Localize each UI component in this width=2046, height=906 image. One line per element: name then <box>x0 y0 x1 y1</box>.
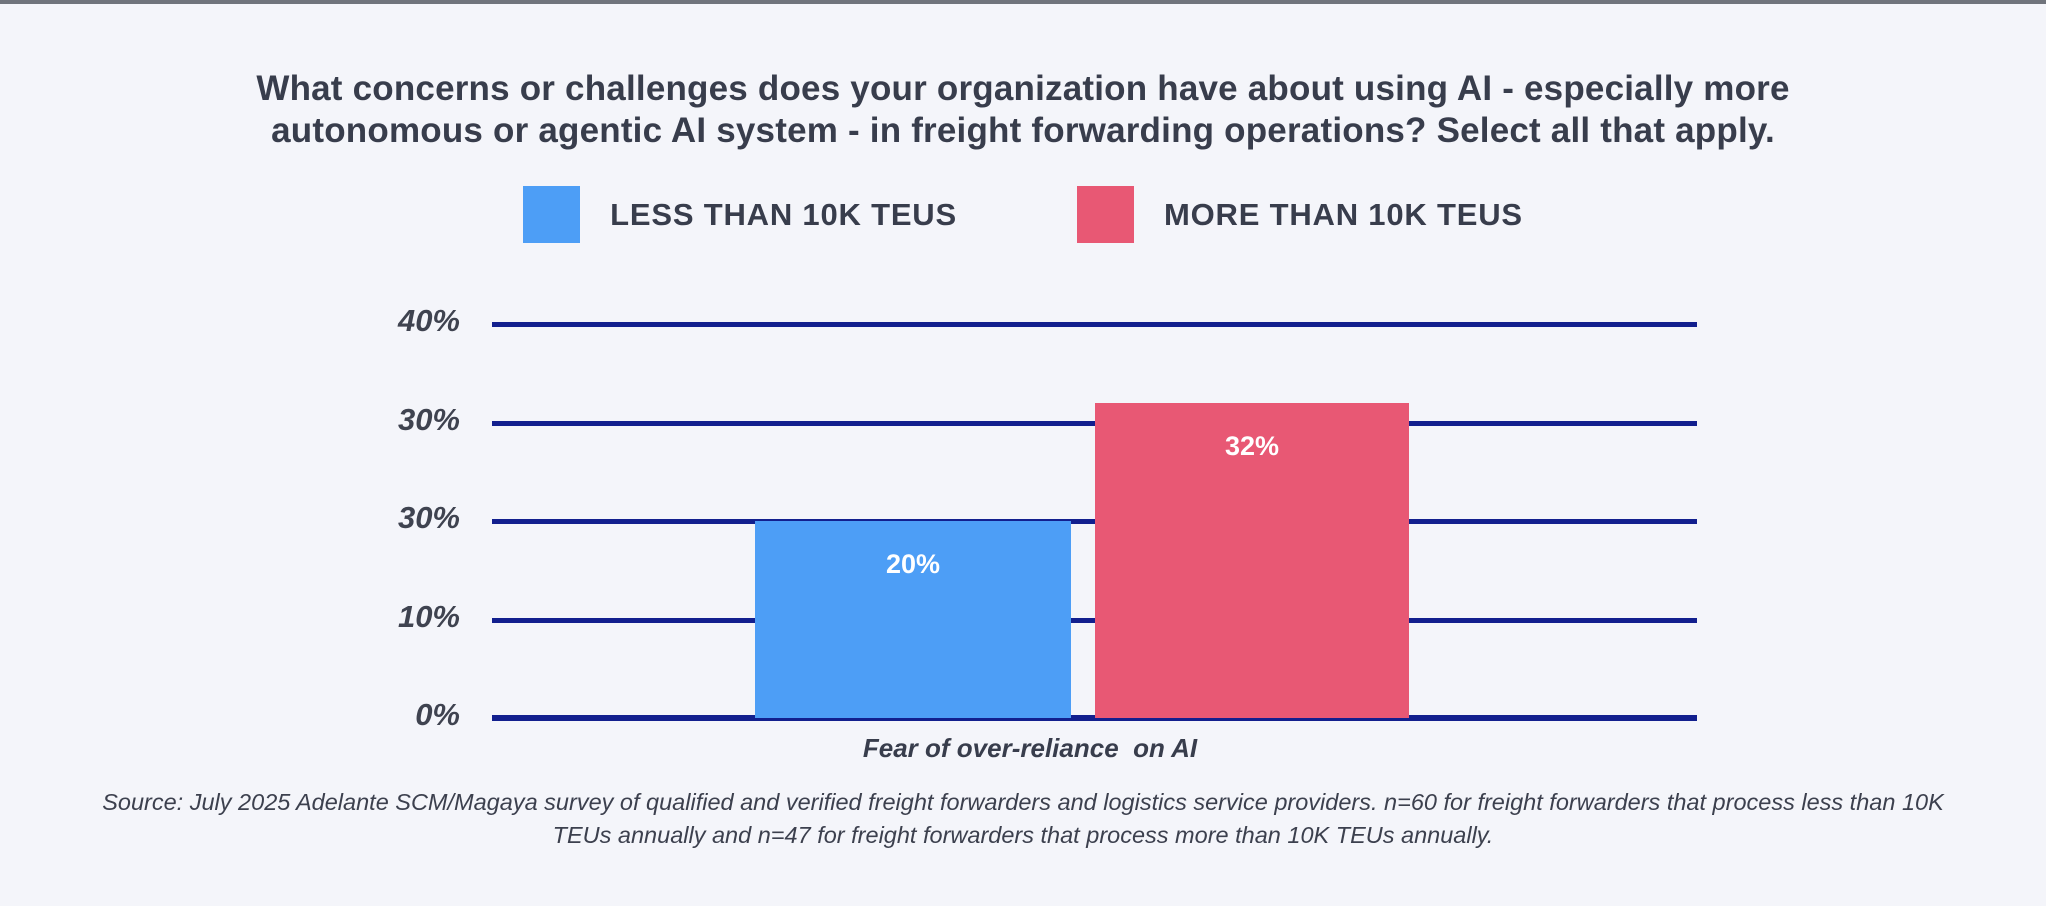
bar-value-label: 32% <box>1224 431 1280 461</box>
legend-item-more-than-10k: MORE THAN 10K TEUS <box>1076 186 1523 243</box>
legend-swatch-pink <box>1076 186 1134 243</box>
x-axis-line <box>492 715 1697 721</box>
top-border-strip <box>0 0 2046 4</box>
x-axis-label: Fear of over-reliance on AI <box>862 733 1198 763</box>
y-tick-label-1: 30% <box>397 401 460 437</box>
y-tick-label-2: 30% <box>397 500 460 535</box>
chart-legend: LESS THAN 10K TEUS MORE THAN 10K TEUS <box>0 186 2046 243</box>
y-tick-label-0: 40% <box>397 303 460 338</box>
gridline <box>492 519 1697 524</box>
y-tick-label-3: 10% <box>397 598 460 634</box>
bar-less-than-10k: 20% <box>755 521 1071 718</box>
source-note-line-1: Source: July 2025 Adelante SCM/Magaya su… <box>102 789 1944 815</box>
y-tick-label-4: 0% <box>415 697 460 732</box>
gridline <box>492 420 1697 426</box>
plot-area: 40% 30% 30% 10% 0% 20% 32% <box>398 300 1697 732</box>
source-note-line-2: TEUs annually and n=47 for freight forwa… <box>552 822 1494 848</box>
source-note: Source: July 2025 Adelante SCM/Magaya su… <box>0 786 2046 852</box>
legend-item-less-than-10k: LESS THAN 10K TEUS <box>523 186 957 243</box>
chart-title: What concerns or challenges does your or… <box>0 68 2046 152</box>
legend-swatch-blue <box>523 186 581 243</box>
chart-title-line-2: autonomous or agentic AI system - in fre… <box>271 111 1775 150</box>
gridline <box>492 617 1697 623</box>
bar-value-label: 20% <box>885 549 941 579</box>
gridline <box>492 322 1697 327</box>
chart-title-line-1: What concerns or challenges does your or… <box>256 69 1790 108</box>
bar-more-than-10k: 32% <box>1095 403 1409 718</box>
legend-label-less-than-10k: LESS THAN 10K TEUS <box>610 196 957 232</box>
legend-label-more-than-10k: MORE THAN 10K TEUS <box>1163 196 1523 232</box>
